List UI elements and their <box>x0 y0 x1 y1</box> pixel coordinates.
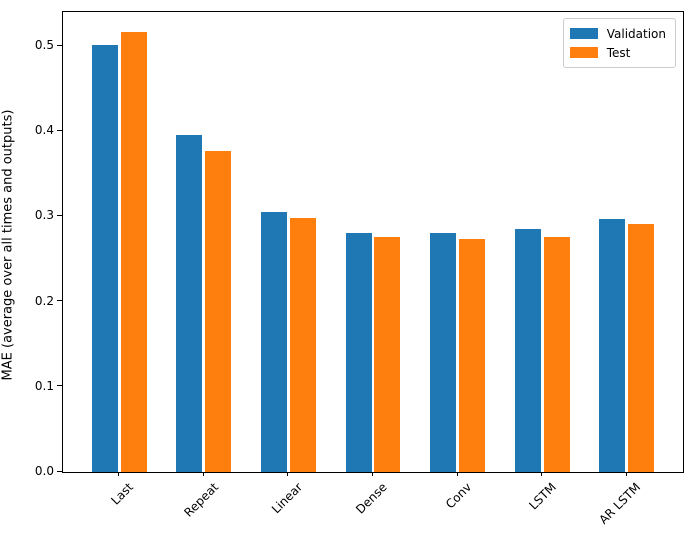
bar-test-last <box>120 32 147 472</box>
y-tick-mark <box>57 44 62 46</box>
x-tick-label-last: Last <box>108 480 137 508</box>
y-axis-label-text: MAE (average over all times and outputs) <box>0 109 16 381</box>
x-tick-label-ar-lstm: AR LSTM <box>596 480 644 527</box>
x-tick-mark <box>371 472 373 476</box>
x-tick-label-repeat: Repeat <box>180 480 221 520</box>
x-tick-label-conv: Conv <box>443 480 475 512</box>
bar-validation-repeat <box>176 134 203 472</box>
x-tick-mark <box>118 472 120 476</box>
bar-validation-dense <box>345 232 372 472</box>
plot-area: Validation Test <box>62 11 684 473</box>
x-tick-mark <box>625 472 627 476</box>
bar-validation-lstm <box>514 229 541 472</box>
x-tick-label-lstm: LSTM <box>526 480 560 513</box>
bar-test-conv <box>458 238 485 472</box>
legend-item-validation: Validation <box>569 24 666 43</box>
x-tick-mark <box>287 472 289 476</box>
legend-swatch-icon <box>569 28 598 39</box>
y-tick-mark <box>57 300 62 302</box>
bar-validation-ar-lstm <box>599 219 626 472</box>
y-tick-label: 0.5 <box>34 38 54 53</box>
y-tick-label: 0.3 <box>34 208 54 223</box>
bar-validation-last <box>91 45 118 472</box>
x-tick-mark <box>202 472 204 476</box>
legend-swatch-icon <box>569 47 598 58</box>
y-tick-mark <box>57 129 62 131</box>
x-tick-mark <box>541 472 543 476</box>
bar-test-dense <box>374 236 401 472</box>
x-tick-label-dense: Dense <box>353 480 390 517</box>
bar-test-linear <box>289 218 316 472</box>
y-tick-label: 0.4 <box>34 123 54 138</box>
x-tick-mark <box>456 472 458 476</box>
x-tick-label-linear: Linear <box>269 480 306 517</box>
bar-test-lstm <box>543 236 570 472</box>
y-tick-mark <box>57 214 62 216</box>
bar-validation-conv <box>430 233 457 472</box>
y-tick-mark <box>57 385 62 387</box>
bar-test-ar-lstm <box>628 224 655 472</box>
y-tick-mark <box>57 470 62 472</box>
bar-test-repeat <box>205 150 232 472</box>
legend-item-test: Test <box>569 43 666 62</box>
legend: Validation Test <box>562 18 676 68</box>
legend-label: Test <box>606 45 631 60</box>
legend-label: Validation <box>606 26 666 41</box>
y-tick-label: 0.1 <box>34 378 54 393</box>
y-tick-label: 0.2 <box>34 293 54 308</box>
bar-validation-linear <box>261 212 287 472</box>
y-tick-label: 0.0 <box>34 464 54 478</box>
